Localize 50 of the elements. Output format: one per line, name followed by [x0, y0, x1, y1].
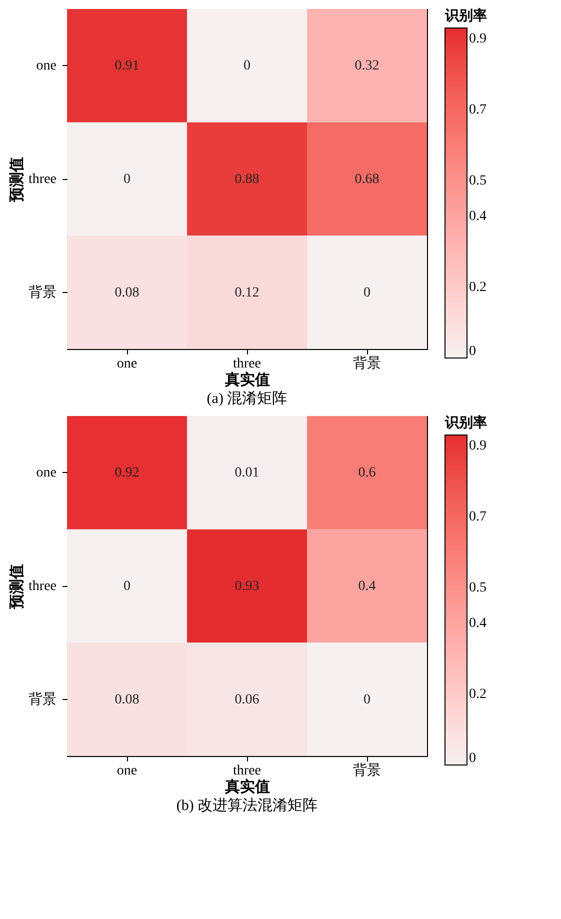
color-bar-label: 0 — [469, 751, 476, 766]
data-label: 0 — [364, 285, 370, 300]
y-tick-label: one — [36, 58, 56, 74]
y-tick-label: 背景 — [28, 691, 56, 708]
data-label: 0.4 — [358, 579, 376, 594]
y-tick-label: three — [28, 172, 56, 187]
y-axis-title: 预测值 — [8, 564, 26, 610]
data-label: 0 — [124, 579, 130, 594]
x-tick-label: three — [233, 764, 261, 778]
legend-title: 识别率 — [444, 7, 487, 24]
color-bar-label: 0.7 — [469, 510, 486, 525]
data-label: 0.92 — [114, 466, 140, 481]
color-bar-label: 0.9 — [469, 32, 486, 47]
color-bar-label: 0.2 — [469, 687, 486, 702]
y-tick-label: three — [28, 579, 56, 594]
data-label: 0.6 — [358, 466, 376, 481]
legend-title: 识别率 — [444, 414, 487, 431]
x-axis-title: 真实值 — [224, 370, 270, 388]
color-bar-label: 0.4 — [469, 616, 486, 632]
data-label: 0 — [244, 58, 250, 74]
data-label: 0 — [364, 692, 370, 708]
data-label: 0.06 — [234, 692, 260, 708]
text: (a) 混淆矩阵 — [206, 390, 288, 407]
data-label: 0.88 — [234, 172, 260, 187]
x-tick-label: one — [116, 764, 138, 778]
x-tick-label: three — [233, 356, 261, 372]
x-tick-label: one — [116, 356, 138, 372]
color-bar-label: 0 — [469, 344, 476, 359]
x-tick-label: 背景 — [353, 356, 381, 372]
x-axis-title: 真实值 — [224, 778, 270, 796]
color-bar-label: 0.5 — [469, 580, 486, 596]
data-label: 0.08 — [114, 285, 140, 300]
y-axis-title: 预测值 — [8, 157, 26, 203]
data-label: 0.01 — [234, 466, 260, 481]
y-tick-label: 背景 — [28, 284, 56, 300]
y-tick-label: one — [36, 466, 56, 481]
color-bar-label: 0.2 — [469, 280, 486, 296]
data-label: 0.91 — [114, 58, 140, 74]
data-label: 0.93 — [234, 579, 260, 594]
data-label: 0.08 — [114, 692, 140, 708]
text: (b) 改进算法混淆矩阵 — [176, 797, 318, 814]
color-bar-label: 0.7 — [469, 102, 486, 118]
x-tick-label: 背景 — [353, 762, 381, 778]
data-label: 0.32 — [354, 58, 380, 74]
data-label: 0 — [124, 172, 130, 187]
data-label: 0.12 — [234, 285, 260, 300]
color-bar-label: 0.9 — [469, 438, 486, 454]
color-bar-label: 0.5 — [469, 174, 486, 189]
data-label: 0.68 — [354, 172, 380, 187]
color-bar-label: 0.4 — [469, 209, 486, 224]
